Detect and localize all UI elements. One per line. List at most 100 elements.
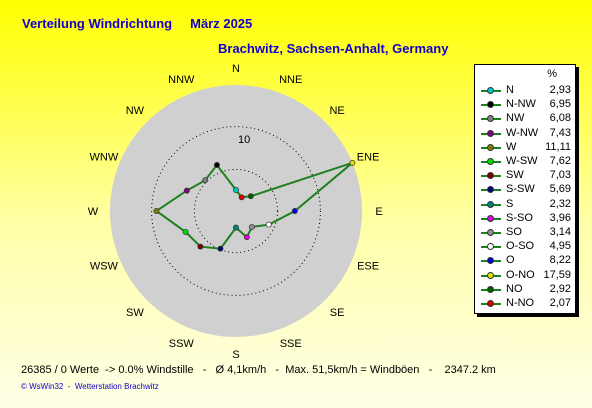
legend-value: 5,69	[549, 183, 571, 196]
compass-label-wsw: WSW	[90, 261, 119, 273]
legend-dot-marker	[487, 271, 494, 279]
legend-item-s-sw: S-SW 5,69	[475, 182, 575, 197]
legend-item-sw: SW 7,03	[475, 168, 575, 183]
point-s	[233, 224, 239, 231]
legend-value: 2,92	[549, 282, 571, 295]
point-o-so	[265, 221, 272, 228]
legend-label: W-NW	[506, 126, 539, 139]
legend-dot-marker	[487, 129, 494, 137]
rose-ring-1	[193, 168, 279, 254]
legend-item-n-nw: N-NW 6,95	[475, 97, 575, 112]
legend-header: %	[547, 68, 557, 80]
title-date: März 2025	[190, 16, 253, 31]
point-s-so	[243, 234, 250, 241]
legend-dot-marker	[487, 285, 494, 293]
compass-label-wnw: WNW	[90, 151, 119, 163]
legend-label: NO	[506, 282, 523, 295]
legend-value: 7,62	[549, 155, 571, 167]
legend-item-w-nw: W-NW 7,43	[475, 126, 575, 141]
legend-dot-marker	[487, 115, 494, 123]
legend-item-s-so: S-SO 3,96	[475, 211, 575, 226]
legend-item-o-no: O-NO 17,59	[475, 268, 575, 283]
legend-item-n: N 2,93	[475, 83, 575, 98]
legend-value: 7,03	[549, 169, 571, 182]
legend-item-n-no: N-NO 2,07	[475, 296, 575, 311]
compass-label-nnw: NNW	[168, 74, 195, 86]
legend-value: 2,93	[549, 84, 571, 96]
legend-dot-marker	[487, 229, 494, 236]
point-so	[248, 223, 255, 230]
legend-label: W	[506, 140, 517, 153]
legend-dot-marker	[487, 172, 494, 180]
compass-label-ene: ENE	[357, 151, 380, 163]
point-n-no	[238, 194, 245, 201]
legend-dot-marker	[487, 214, 494, 222]
ring-label: 10	[238, 134, 250, 146]
compass-label-e: E	[375, 206, 382, 218]
compass-label-ese: ESE	[357, 261, 379, 273]
title-text: Verteilung Windrichtung	[22, 16, 173, 31]
legend-label: O-SO	[506, 240, 535, 253]
legend-label: N	[506, 84, 514, 96]
chart-title: Verteilung Windrichtung März 2025	[22, 16, 252, 31]
legend-value: 8,22	[549, 254, 571, 267]
legend-value: 2,32	[549, 197, 571, 210]
point-sw	[197, 243, 204, 250]
compass-label-ssw: SSW	[169, 338, 195, 350]
footer-stats: 26385 / 0 Werte -> 0.0% Windstille - Ø 4…	[21, 364, 496, 376]
legend-label: O-NO	[506, 268, 535, 281]
compass-label-sse: SSE	[280, 338, 302, 350]
legend-dot-marker	[487, 101, 494, 109]
legend-value: 6,95	[549, 98, 571, 111]
copyright: © WsWin32 - Wetterstation Brachwitz	[21, 382, 159, 391]
compass-label-sw: SW	[126, 307, 144, 319]
legend-value: 11,11	[545, 140, 571, 153]
point-o	[291, 208, 298, 214]
legend-dot-marker	[487, 257, 494, 265]
legend-label: S-SO	[506, 211, 533, 224]
legend-label: N-NO	[506, 297, 535, 309]
legend-value: 3,96	[549, 211, 571, 224]
legend-item-no: NO 2,92	[475, 282, 575, 297]
legend-dot-marker	[487, 143, 494, 151]
legend-value: 17,59	[543, 268, 571, 281]
legend-label: O	[506, 254, 515, 267]
point-o-no	[349, 159, 356, 166]
point-w	[153, 208, 160, 214]
rose-disk	[110, 85, 362, 337]
point-nw	[202, 177, 209, 184]
point-n-nw	[213, 162, 220, 168]
compass-label-n: N	[232, 63, 240, 75]
legend-item-w-sw: W-SW 7,62	[475, 154, 575, 169]
legend-value: 6,08	[549, 112, 571, 125]
legend-label: W-SW	[506, 155, 538, 167]
compass-label-nw: NW	[126, 105, 145, 117]
point-w-nw	[183, 187, 190, 194]
legend-value: 4,95	[549, 240, 571, 253]
legend-item-s: S 2,32	[475, 197, 575, 212]
legend-dot-marker	[487, 158, 494, 165]
chart-subtitle: Brachwitz, Sachsen-Anhalt, Germany	[218, 41, 449, 56]
legend-label: N-NW	[506, 98, 536, 111]
rose-ring-2	[151, 126, 321, 296]
legend: % N 2,93 N-NW 6,95 NW 6,08 W-NW 7,43 W 11,11 W-SW 7…	[474, 64, 576, 314]
legend-item-so: SO 3,14	[475, 225, 575, 240]
legend-dot-marker	[487, 200, 494, 208]
point-s-sw	[217, 245, 224, 252]
legend-value: 3,14	[549, 226, 571, 238]
legend-dot-marker	[487, 300, 494, 307]
legend-value: 2,07	[549, 297, 571, 309]
point-no	[247, 193, 254, 200]
legend-item-o-so: O-SO 4,95	[475, 239, 575, 254]
compass-label-w: W	[88, 206, 99, 218]
legend-dot-marker	[487, 243, 494, 251]
legend-item-o: O 8,22	[475, 253, 575, 268]
legend-label: SO	[506, 226, 522, 238]
legend-value: 7,43	[549, 126, 571, 139]
legend-label: SW	[506, 169, 524, 182]
legend-label: NW	[506, 112, 525, 125]
legend-label: S	[506, 197, 514, 210]
legend-dot-marker	[487, 87, 494, 94]
point-n	[233, 187, 239, 193]
